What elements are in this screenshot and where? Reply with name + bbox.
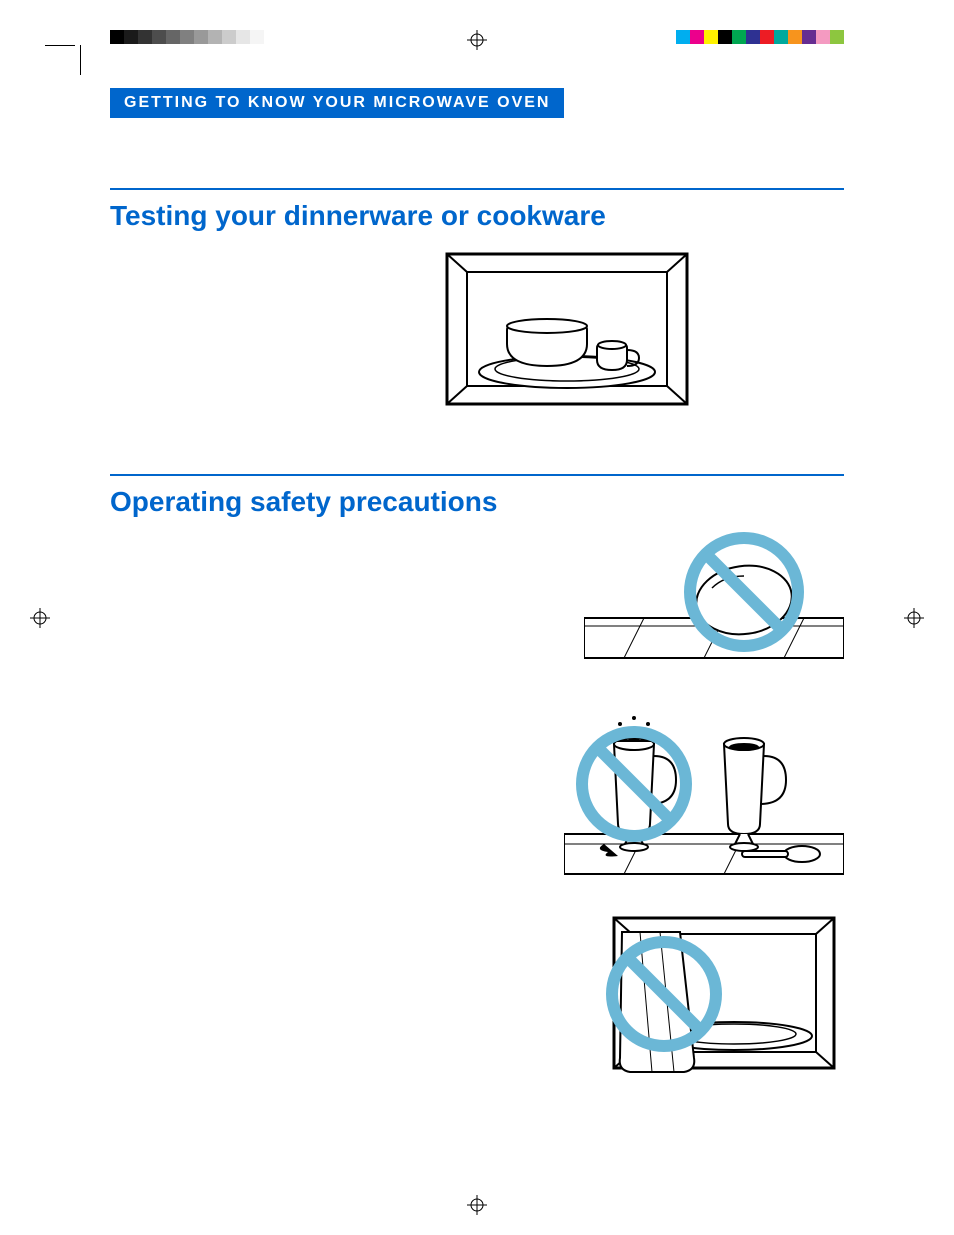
crop-mark (45, 45, 75, 46)
swatch (690, 30, 704, 44)
registration-mark-icon (467, 1195, 487, 1215)
swatch (166, 30, 180, 44)
illustration-row (110, 694, 844, 884)
swatch (788, 30, 802, 44)
grayscale-calibration-bar (110, 30, 264, 44)
registration-mark-icon (30, 608, 50, 628)
no-overboil-mugs-illustration (564, 694, 844, 884)
swatch (732, 30, 746, 44)
swatch (180, 30, 194, 44)
swatch (152, 30, 166, 44)
swatch (718, 30, 732, 44)
swatch (110, 30, 124, 44)
swatch (802, 30, 816, 44)
swatch (676, 30, 690, 44)
swatch (208, 30, 222, 44)
swatch (774, 30, 788, 44)
process-color-calibration-bar (676, 30, 844, 44)
page-content: GETTING TO KNOW YOUR MICROWAVE OVEN Test… (110, 88, 844, 1175)
illustration-row (110, 908, 844, 1078)
illustration-row (110, 530, 844, 670)
horizontal-rule (110, 474, 844, 476)
no-egg-illustration (584, 530, 844, 670)
swatch (816, 30, 830, 44)
section-title-safety: Operating safety precautions (110, 486, 844, 518)
dinnerware-in-oven-illustration (437, 244, 697, 414)
swatch (222, 30, 236, 44)
swatch (760, 30, 774, 44)
swatch (194, 30, 208, 44)
swatch (236, 30, 250, 44)
registration-mark-icon (467, 30, 487, 50)
swatch (250, 30, 264, 44)
section-title-testing: Testing your dinnerware or cookware (110, 200, 844, 232)
no-towel-in-oven-illustration (584, 908, 844, 1078)
swatch (124, 30, 138, 44)
illustration-row (110, 244, 844, 414)
registration-mark-icon (904, 608, 924, 628)
swatch (704, 30, 718, 44)
swatch (138, 30, 152, 44)
horizontal-rule (110, 188, 844, 190)
section-header-band: GETTING TO KNOW YOUR MICROWAVE OVEN (110, 88, 564, 118)
crop-mark (80, 45, 81, 75)
swatch (830, 30, 844, 44)
swatch (746, 30, 760, 44)
